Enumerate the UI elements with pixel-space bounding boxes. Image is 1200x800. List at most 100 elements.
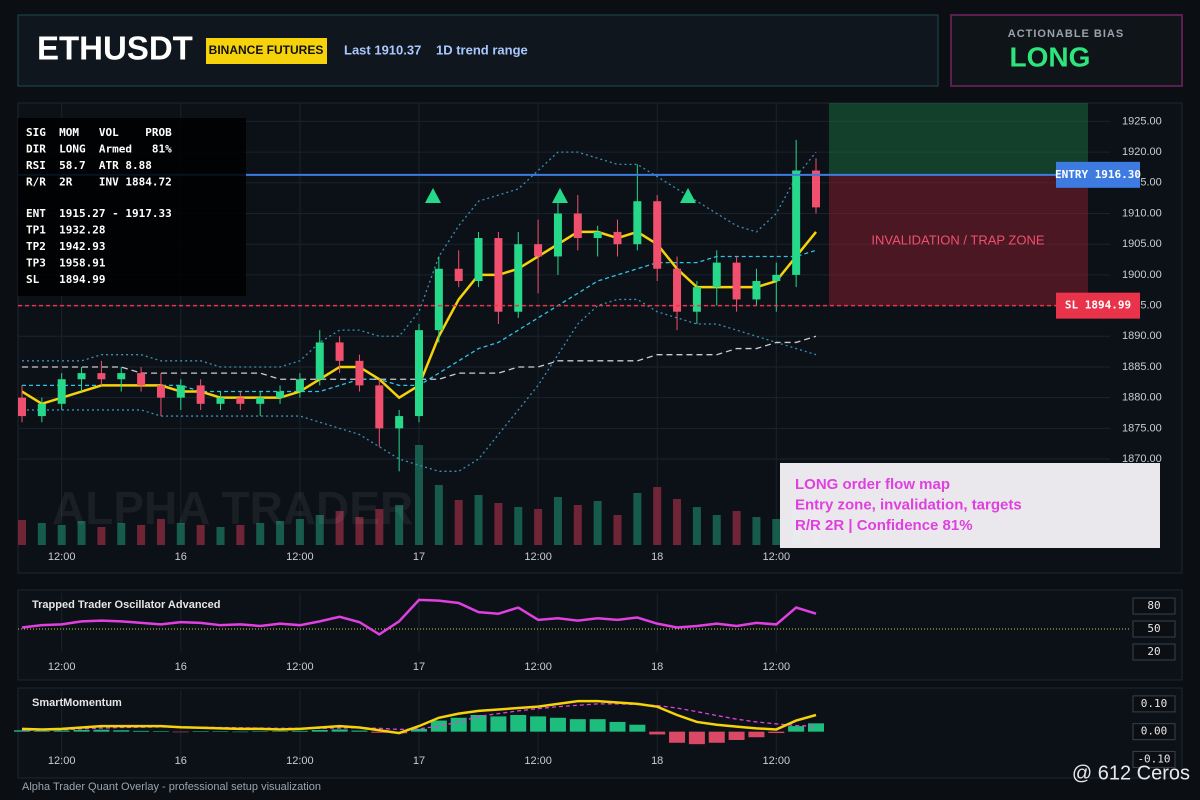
level-tag xyxy=(1056,161,1140,188)
volume-bar xyxy=(692,507,701,545)
panel-title: SmartMomentum xyxy=(32,697,122,709)
volume-bar xyxy=(355,517,364,545)
info-line: TP2 1942.93 xyxy=(26,240,105,253)
histogram-bar xyxy=(728,731,745,740)
symbol: ETHUSDT xyxy=(37,30,193,67)
candle-body xyxy=(117,373,126,380)
candle-body xyxy=(156,385,165,398)
candle-body xyxy=(18,397,26,417)
candle-body xyxy=(335,342,344,361)
candle-body xyxy=(256,397,265,404)
x-tick-label: 12:00 xyxy=(48,551,76,563)
y-tick-label: 1900.00 xyxy=(1122,269,1162,281)
header-box xyxy=(17,14,939,87)
volume-bar xyxy=(117,523,126,545)
bias-value: LONG xyxy=(1010,41,1091,72)
candle-body xyxy=(772,274,781,282)
x-tick-label: 12:00 xyxy=(763,755,791,767)
candle-body xyxy=(415,330,423,417)
volume-bar xyxy=(196,525,205,545)
volume-bar xyxy=(395,505,404,545)
signal-marker xyxy=(552,188,568,203)
histogram-bar xyxy=(351,730,368,732)
candle-body xyxy=(613,231,622,245)
histogram-bar xyxy=(530,716,547,732)
volume-bar xyxy=(732,511,741,545)
y-tick-label: 80 xyxy=(1147,599,1160,612)
oscillator-line xyxy=(21,598,817,636)
note-line: Entry zone, invalidation, targets xyxy=(795,496,1022,513)
level-label: ENTRY 1916.30 xyxy=(1055,168,1141,181)
volume-bar xyxy=(77,521,86,545)
candle-body xyxy=(97,373,106,380)
info-line: DIR LONG Armed 81% xyxy=(26,143,172,156)
histogram-bar xyxy=(272,731,289,732)
info-text: SIG MOM VOL PROB DIR LONG Armed 81% RSI 58… xyxy=(26,126,172,286)
histogram-bar xyxy=(788,726,805,732)
y-tick-label: 50 xyxy=(1147,622,1160,635)
x-tick-label: 12:00 xyxy=(286,755,314,767)
x-tick-label: 17 xyxy=(413,661,425,673)
y-tick-label: 1910.00 xyxy=(1122,207,1162,219)
volume-bar xyxy=(335,511,344,545)
histogram-bar xyxy=(688,731,705,745)
histogram-bar xyxy=(53,730,70,732)
histogram-bar xyxy=(470,715,487,732)
histogram-bar xyxy=(192,731,209,732)
info-line: TP1 1932.28 xyxy=(26,224,105,237)
histogram-bar xyxy=(669,731,686,743)
x-tick-label: 12:00 xyxy=(763,661,791,673)
x-tick-label: 12:00 xyxy=(763,551,791,563)
volume-bar xyxy=(633,493,642,545)
chart-layer: INVALIDATION / TRAP ZONE xyxy=(18,103,1110,765)
y-tick-label: 20 xyxy=(1147,645,1160,658)
histogram-bar xyxy=(331,729,348,732)
note-text: LONG order flow map Entry zone, invalidat… xyxy=(795,476,1022,534)
histogram-bar xyxy=(311,730,328,732)
y-tick-label: 1870.00 xyxy=(1122,453,1162,465)
volume-bar xyxy=(752,517,761,545)
y-tick-label: -0.10 xyxy=(1137,752,1170,765)
x-tick-label: 12:00 xyxy=(524,755,552,767)
momentum-panel xyxy=(17,687,1183,779)
candle-body xyxy=(236,397,245,404)
volume-bar xyxy=(514,507,523,545)
signal-marker xyxy=(425,188,441,203)
candle-body xyxy=(454,268,463,282)
volume-bar xyxy=(156,519,165,545)
candle-body xyxy=(633,201,642,245)
y-tick-label: 1905.00 xyxy=(1122,238,1162,250)
histogram-bar xyxy=(33,730,50,732)
candle-body xyxy=(276,391,285,398)
candle-body xyxy=(692,287,701,312)
x-tick-label: 17 xyxy=(413,755,425,767)
candle-body xyxy=(176,385,185,398)
candle-body xyxy=(712,262,721,288)
bias-box xyxy=(950,14,1183,87)
candle-body xyxy=(812,170,820,208)
histogram-bar xyxy=(371,731,388,733)
tick-box xyxy=(1132,723,1176,741)
histogram-bar xyxy=(589,719,606,732)
histogram-bar xyxy=(252,731,269,732)
candle-body xyxy=(732,262,741,300)
y-tick-label: 1880.00 xyxy=(1122,392,1162,404)
histogram-bar xyxy=(748,731,765,738)
candle-body xyxy=(216,397,225,404)
bias-label: ACTIONABLE BIAS xyxy=(1008,28,1124,40)
credit: @ 612 Ceros xyxy=(1072,762,1190,784)
x-tick-label: 16 xyxy=(175,551,187,563)
x-tick-label: 12:00 xyxy=(48,661,76,673)
volume-bar xyxy=(176,523,185,545)
histogram-bar xyxy=(708,731,725,743)
y-tick-label: 0.10 xyxy=(1141,697,1168,710)
target-zone xyxy=(829,103,1088,175)
x-tick-label: 17 xyxy=(413,551,425,563)
histogram-bar xyxy=(212,731,229,732)
candle-body xyxy=(137,373,146,386)
watermark: ALPHA TRADER xyxy=(52,482,413,534)
volume-bar xyxy=(276,521,285,545)
candle-body xyxy=(37,403,46,417)
note-line: LONG order flow map xyxy=(795,476,950,493)
